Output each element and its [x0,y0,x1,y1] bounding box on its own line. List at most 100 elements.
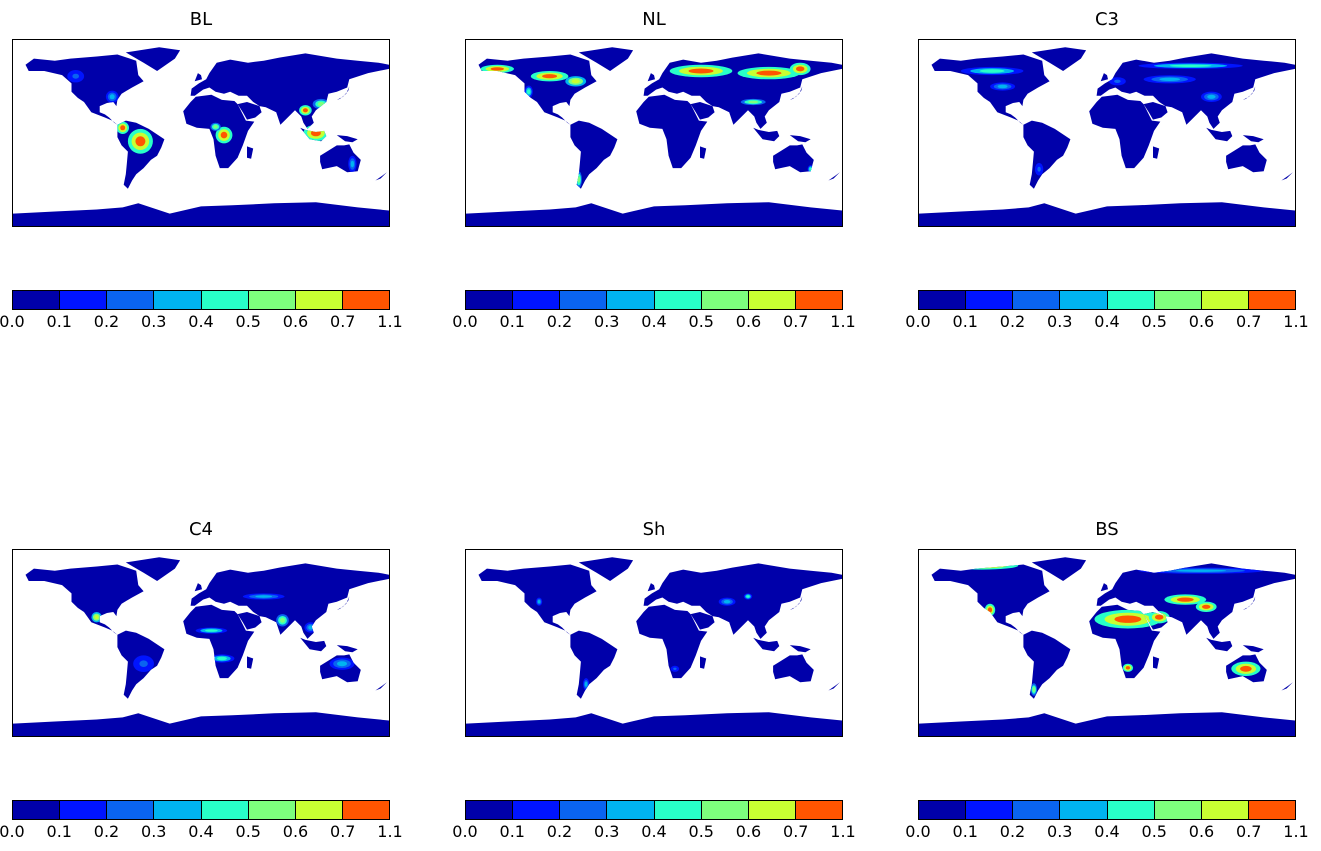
fraction-hotspot [1114,615,1142,623]
land-region [643,563,842,639]
land-region [1143,102,1168,120]
colorbar-segment [560,291,608,309]
colorbar-tick-label: 0.4 [641,822,667,841]
fraction-hotspot [220,131,228,139]
land-region [237,102,262,120]
colorbar-tick-label: 0.1 [952,822,978,841]
land-region [190,563,389,639]
fraction-hotspot [1155,614,1164,620]
colorbar-segment [1060,801,1108,819]
fraction-hotspot [979,69,1005,73]
land-region [1089,94,1161,169]
fraction-hotspot [1169,64,1212,67]
map-sh [465,549,843,737]
fraction-hotspot [997,84,1008,89]
fraction-hotspot [135,136,146,147]
fraction-hotspot [1159,77,1181,81]
fraction-hotspot [280,617,285,623]
colorbar-segment [295,801,343,819]
fraction-hotspot [796,66,805,72]
fraction-hotspot [490,67,504,71]
map-svg [466,47,842,226]
land-region [25,564,144,635]
land-region [1031,557,1087,581]
fraction-hotspot [120,125,126,131]
colorbar-tick-label: 0.3 [141,312,167,331]
land-region [690,612,715,630]
colorbar-segment [295,291,343,309]
land-region [700,656,707,669]
land-region [753,127,780,142]
colorbar-segment [154,801,202,819]
panel-bl: BL 0.0 0.1 0.2 0.3 0.4 0.5 0.6 0.7 1.1 [0,8,403,331]
colorbar [918,800,1296,820]
map-svg [13,557,389,736]
colorbar-tick-label: 1.1 [830,822,856,841]
colorbar-tick-label: 0.3 [594,822,620,841]
colorbar-segment [13,291,61,309]
colorbar-tick-label: 0.2 [93,822,120,841]
colorbar-tick-label: 0.1 [499,312,525,331]
colorbar-segment [466,291,514,309]
colorbar-segment [1154,291,1202,309]
fraction-hotspot [94,615,99,620]
colorbar-segment [342,291,389,309]
land-region [931,564,1050,635]
fraction-hotspot [688,68,714,74]
panel-c4: C4 0.0 0.1 0.2 0.3 0.4 0.5 0.6 0.7 1.1 [0,518,403,841]
land-region [690,102,715,120]
fraction-hotspot [1175,569,1227,572]
map-bs [918,549,1296,737]
map-svg [919,557,1295,736]
fraction-hotspot [1176,597,1194,602]
fraction-hotspot [1032,687,1036,692]
panel-title: BS [1095,519,1119,540]
colorbar-tick-label: 0.7 [783,822,809,841]
fraction-hotspot [1037,166,1041,172]
fraction-overlay [960,62,1243,176]
colorbar-tick-label: 1.1 [377,822,403,841]
land-region [1100,73,1108,82]
fraction-hotspot [310,129,321,137]
land-region [478,54,597,125]
colorbar-tick-label: 0.2 [999,822,1026,841]
colorbar-ticks: 0.0 0.1 0.2 0.3 0.4 0.5 0.6 0.7 1.1 [452,312,855,332]
land-region [647,73,655,82]
colorbar-tick-label: 0.6 [1188,312,1215,331]
fraction-overlay [536,593,753,691]
fraction-hotspot [205,629,218,632]
antarctica-region [919,202,1295,226]
colorbar-segment [107,801,155,819]
fraction-hotspot [216,656,227,661]
land-region [773,144,814,173]
land-region [1242,645,1264,653]
fraction-hotspot [746,595,750,598]
colorbar-segment [795,291,842,309]
colorbar-segment [154,291,202,309]
panel-title: NL [642,9,666,30]
land-region [247,146,254,159]
map-nl [465,39,843,227]
fraction-overlay [480,62,814,188]
colorbar-segment [1013,801,1061,819]
colorbar-tick-label: 0.0 [0,822,25,841]
fraction-hotspot [571,79,580,84]
land-region [237,612,262,630]
fraction-hotspot [1125,666,1130,670]
land-region [1031,47,1087,71]
land-region [336,135,358,143]
antarctica-region [13,712,389,736]
land-region [1153,656,1160,669]
fraction-hotspot [1207,94,1216,99]
colorbar-tick-label: 0.1 [46,312,72,331]
land-region [247,656,254,669]
colorbar-segment [607,291,655,309]
land-region [190,53,389,129]
fraction-hotspot [723,600,731,604]
antarctica-region [466,202,842,226]
map-svg [919,47,1295,226]
fraction-hotspot [317,102,325,107]
colorbar-tick-label: 0.4 [1094,312,1120,331]
fraction-hotspot [584,681,588,687]
colorbar-tick-label: 0.5 [1141,312,1167,331]
